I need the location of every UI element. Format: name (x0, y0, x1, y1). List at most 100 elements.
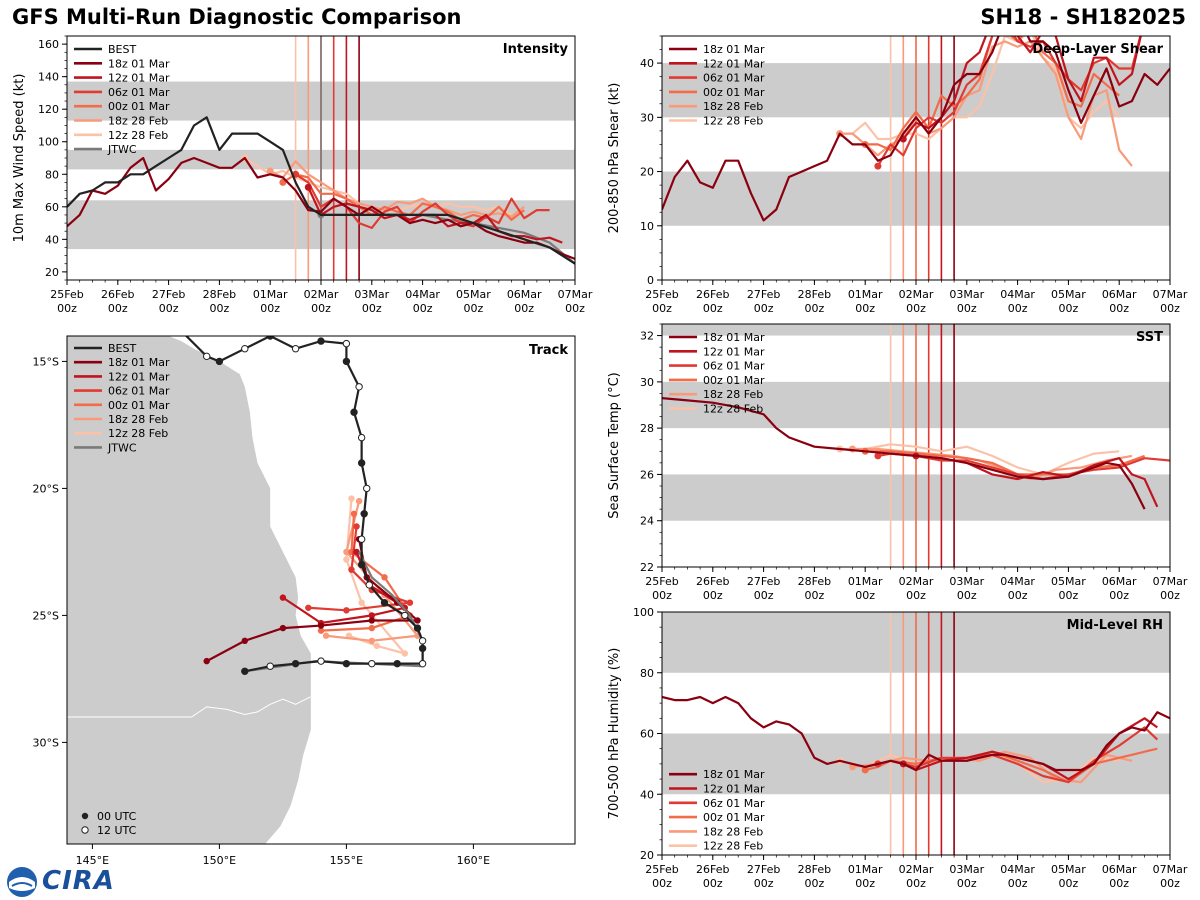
x-tick-label: 27Feb (152, 288, 185, 301)
series-line (839, 36, 1121, 141)
model-track-point (368, 624, 375, 632)
x-tick-sublabel: 00z (805, 302, 825, 315)
y-tick-label: 40 (640, 788, 654, 801)
x-tick-label: 06Mar (1102, 288, 1137, 301)
legend-dot-00utc (81, 812, 89, 820)
panel-title: SST (1136, 330, 1163, 345)
x-tick-label: 25Feb (50, 288, 83, 301)
legend-label: BEST (108, 43, 136, 56)
y-tick-label: 25°S (33, 609, 59, 622)
x-tick-sublabel: 00z (1059, 877, 1079, 890)
x-tick-sublabel: 00z (1059, 302, 1079, 315)
x-tick-sublabel: 00z (1109, 589, 1129, 602)
x-tick-sublabel: 00z (703, 302, 723, 315)
model-track-point (305, 604, 312, 611)
series-line (67, 156, 575, 260)
x-tick-label: 06Mar (1102, 863, 1137, 876)
legend-label: 18z 28 Feb (703, 825, 763, 838)
y-tick-label: 20 (640, 166, 654, 179)
x-tick-sublabel: 00z (362, 302, 382, 315)
best-point-12utc (365, 581, 373, 589)
x-tick-label: 26Feb (696, 288, 729, 301)
best-point-00utc (342, 357, 351, 366)
model-track-point (368, 637, 375, 644)
panel-title: Mid-Level RH (1067, 618, 1163, 633)
x-tick-label: 04Mar (1000, 575, 1035, 588)
x-tick-sublabel: 00z (957, 589, 977, 602)
x-tick-label: 04Mar (1000, 288, 1035, 301)
x-tick-sublabel: 00z (1008, 302, 1028, 315)
x-tick-sublabel: 00z (652, 589, 672, 602)
x-tick-label: 05Mar (1051, 575, 1086, 588)
model-track (282, 551, 408, 625)
series-line (852, 447, 1133, 481)
best-point-00utc (393, 659, 401, 668)
x-tick-label: 26Feb (696, 575, 729, 588)
x-tick-label: 27Feb (747, 288, 780, 301)
model-track-point (317, 622, 325, 629)
model-track-point (353, 548, 360, 556)
model-track-point (322, 632, 330, 639)
y-tick-label: 15°S (33, 355, 59, 368)
y-tick-label: 60 (640, 728, 654, 741)
model-track-point (348, 495, 355, 502)
best-point-12utc (418, 659, 427, 668)
x-tick-sublabel: 00z (1160, 302, 1180, 315)
x-tick-sublabel: 00z (906, 589, 926, 602)
y-tick-label: 24 (640, 515, 654, 528)
legend-label: 06z 01 Mar (108, 385, 170, 398)
x-tick-sublabel: 00z (855, 302, 875, 315)
legend-label: 06z 01 Mar (703, 797, 765, 810)
cira-logo: CIRA (6, 866, 116, 898)
legend-label: 18z 01 Mar (108, 356, 170, 369)
x-tick-sublabel: 00z (1008, 877, 1028, 890)
legend-label: 12z 01 Mar (703, 345, 765, 358)
x-tick-label: 25Feb (645, 863, 678, 876)
x-tick-label: 05Mar (456, 288, 491, 301)
track-panel: 145°E 150°E 155°E 160°E 15°S 20°S 25°S 30°S Trac… (33, 335, 576, 867)
x-tick-sublabel: 00z (652, 877, 672, 890)
x-tick-label: 01Mar (253, 288, 288, 301)
x-tick-label: 04Mar (405, 288, 440, 301)
model-track-point (343, 556, 350, 563)
model-track-point (279, 624, 287, 632)
init-point (304, 183, 312, 191)
x-tick-label: 28Feb (798, 863, 831, 876)
series-line (876, 36, 1142, 167)
state-border (67, 696, 312, 718)
legend-label: 00z 01 Mar (703, 86, 765, 99)
model-track-point (343, 548, 350, 556)
model-track-point (373, 642, 381, 650)
x-tick-label: 07Mar (558, 288, 593, 301)
best-point-00utc (360, 510, 368, 518)
shear-panel: 01020304025Feb00z26Feb00z27Feb00z28Feb00… (607, 35, 1188, 315)
legend-label: 18z 01 Mar (108, 57, 170, 70)
series-line (865, 36, 1120, 151)
legend-label: BEST (108, 342, 136, 355)
x-tick-label: 27Feb (747, 863, 780, 876)
legend-label: 18z 01 Mar (703, 43, 765, 56)
x-tick-label: 01Mar (848, 575, 883, 588)
legend-label: 12z 28 Feb (108, 427, 168, 440)
series-line (67, 116, 575, 265)
legend-label: 18z 28 Feb (108, 413, 168, 426)
x-tick-sublabel: 00z (906, 302, 926, 315)
legend-label: 00z 01 Mar (108, 399, 170, 412)
legend-label: 18z 01 Mar (703, 331, 765, 344)
x-tick-sublabel: 00z (957, 877, 977, 890)
best-point-00utc (380, 599, 389, 607)
y-axis-label: 200-850 hPa Shear (kt) (607, 83, 622, 234)
model-track-point (353, 523, 360, 530)
x-tick-sublabel: 00z (514, 302, 534, 315)
y-tick-label: 60 (45, 201, 59, 214)
x-tick-label: 05Mar (1051, 288, 1086, 301)
x-tick-label: 02Mar (304, 288, 339, 301)
model-track-point (279, 594, 287, 601)
legend-label: 12z 01 Mar (703, 57, 765, 70)
figure-title: GFS Multi-Run Diagnostic Comparison (12, 5, 462, 29)
x-tick-sublabel: 00z (754, 302, 774, 315)
series-line (852, 750, 1133, 784)
x-tick-sublabel: 00z (565, 302, 585, 315)
model-track-point (381, 574, 388, 581)
x-tick-label: 03Mar (949, 863, 984, 876)
